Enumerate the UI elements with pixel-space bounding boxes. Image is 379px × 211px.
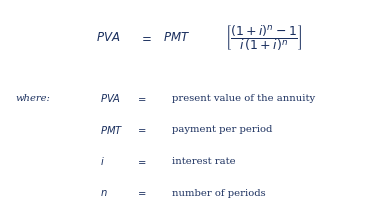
Text: $\mathit{PVA}$: $\mathit{PVA}$ — [96, 31, 120, 45]
Text: $\mathit{PMT}$: $\mathit{PMT}$ — [100, 124, 124, 136]
Text: where:: where: — [15, 94, 50, 103]
Text: number of periods: number of periods — [172, 189, 266, 197]
Text: present value of the annuity: present value of the annuity — [172, 94, 316, 103]
Text: $=$: $=$ — [136, 189, 148, 197]
Text: $=$: $=$ — [136, 94, 148, 103]
Text: $\mathit{PVA}$: $\mathit{PVA}$ — [100, 92, 121, 104]
Text: $=$: $=$ — [136, 125, 148, 134]
Text: interest rate: interest rate — [172, 157, 236, 166]
Text: $\mathit{PMT}$: $\mathit{PMT}$ — [163, 31, 190, 45]
Text: $\left[\dfrac{(1+i)^{n}-1}{i\,(1+i)^{n}}\right]$: $\left[\dfrac{(1+i)^{n}-1}{i\,(1+i)^{n}}… — [225, 23, 302, 53]
Text: payment per period: payment per period — [172, 125, 273, 134]
Text: $=$: $=$ — [136, 157, 148, 166]
Text: $\mathit{i}$: $\mathit{i}$ — [100, 156, 105, 167]
Text: $\mathit{n}$: $\mathit{n}$ — [100, 188, 108, 198]
Text: $=$: $=$ — [139, 31, 152, 45]
